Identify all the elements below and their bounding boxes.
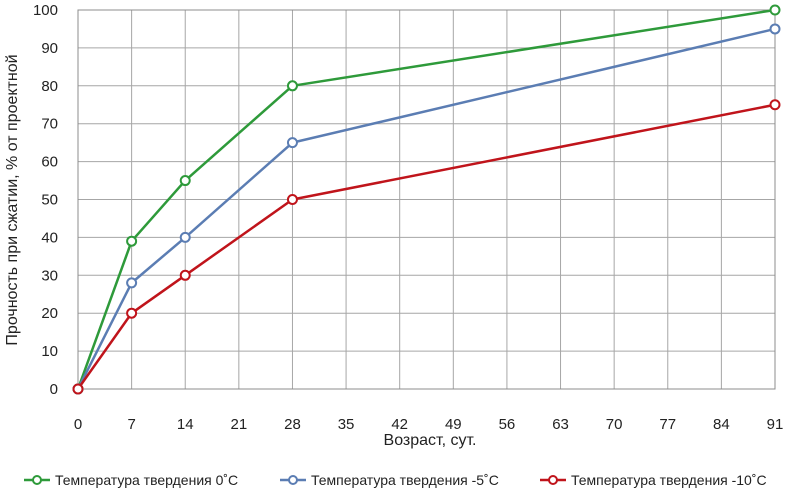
x-tick-label: 42 — [391, 416, 408, 433]
legend-label-1: Температура твердения -5˚С — [311, 472, 499, 488]
y-tick-label: 80 — [41, 78, 58, 95]
data-point-2-1 — [126, 307, 138, 319]
data-point-2-3 — [286, 194, 298, 205]
y-tick-label: 90 — [41, 40, 58, 57]
y-axis-title: Прочность при сжатии, % от проектной — [4, 54, 21, 345]
legend-label-2: Температура твердения -10˚С — [571, 472, 767, 488]
x-tick-label: 35 — [338, 416, 355, 433]
x-tick-label: 77 — [659, 416, 676, 433]
data-point-2-0 — [72, 383, 84, 395]
data-point-0-2 — [179, 175, 191, 187]
y-tick-label: 40 — [41, 229, 58, 246]
data-point-1-2 — [179, 231, 191, 243]
y-tick-label: 50 — [41, 192, 58, 209]
x-tick-label: 14 — [177, 416, 194, 433]
series-line-2 — [76, 103, 776, 390]
data-point-1-4 — [769, 23, 781, 35]
y-tick-label: 30 — [41, 267, 58, 284]
x-tick-label: 84 — [713, 416, 730, 433]
grid — [77, 9, 776, 390]
series-line-1 — [76, 27, 776, 390]
x-tick-label: 21 — [231, 416, 248, 433]
y-tick-label: 60 — [41, 154, 58, 171]
x-tick-label: 0 — [74, 416, 82, 433]
x-tick-label: 56 — [499, 416, 516, 433]
x-tick-label: 49 — [445, 416, 462, 433]
data-point-2-4 — [769, 99, 781, 111]
legend: Температура твердения 0˚С Температура тве… — [24, 472, 767, 488]
data-point-1-3 — [286, 137, 298, 149]
data-point-0-3 — [286, 80, 298, 92]
y-tick-label: 20 — [41, 305, 58, 322]
x-tick-label: 70 — [606, 416, 623, 433]
x-tick-label: 7 — [127, 416, 135, 433]
data-point-0-1 — [126, 235, 138, 247]
data-point-0-4 — [769, 4, 781, 16]
legend-marker-2 — [548, 475, 558, 485]
data-point-1-1 — [126, 277, 138, 289]
y-tick-labels: 0 10 20 30 40 50 60 70 80 90 100 — [33, 2, 58, 398]
y-tick-label: 70 — [41, 116, 58, 133]
x-tick-labels: 0 7 14 21 28 35 42 49 56 63 70 77 84 91 — [74, 416, 784, 433]
legend-label-0: Температура твердения 0˚С — [55, 472, 238, 488]
series-points — [72, 4, 781, 395]
data-point-2-2 — [179, 269, 191, 281]
y-tick-label: 10 — [41, 343, 58, 360]
y-tick-label: 100 — [33, 2, 58, 19]
x-axis-title: Возраст, сут. — [384, 432, 477, 449]
y-tick-label: 0 — [50, 381, 58, 398]
x-tick-label: 91 — [767, 416, 784, 433]
x-tick-label: 63 — [552, 416, 569, 433]
legend-marker-1 — [288, 475, 298, 485]
legend-marker-0 — [32, 475, 42, 485]
x-tick-label: 28 — [284, 416, 301, 433]
plot-area-border — [77, 9, 776, 390]
